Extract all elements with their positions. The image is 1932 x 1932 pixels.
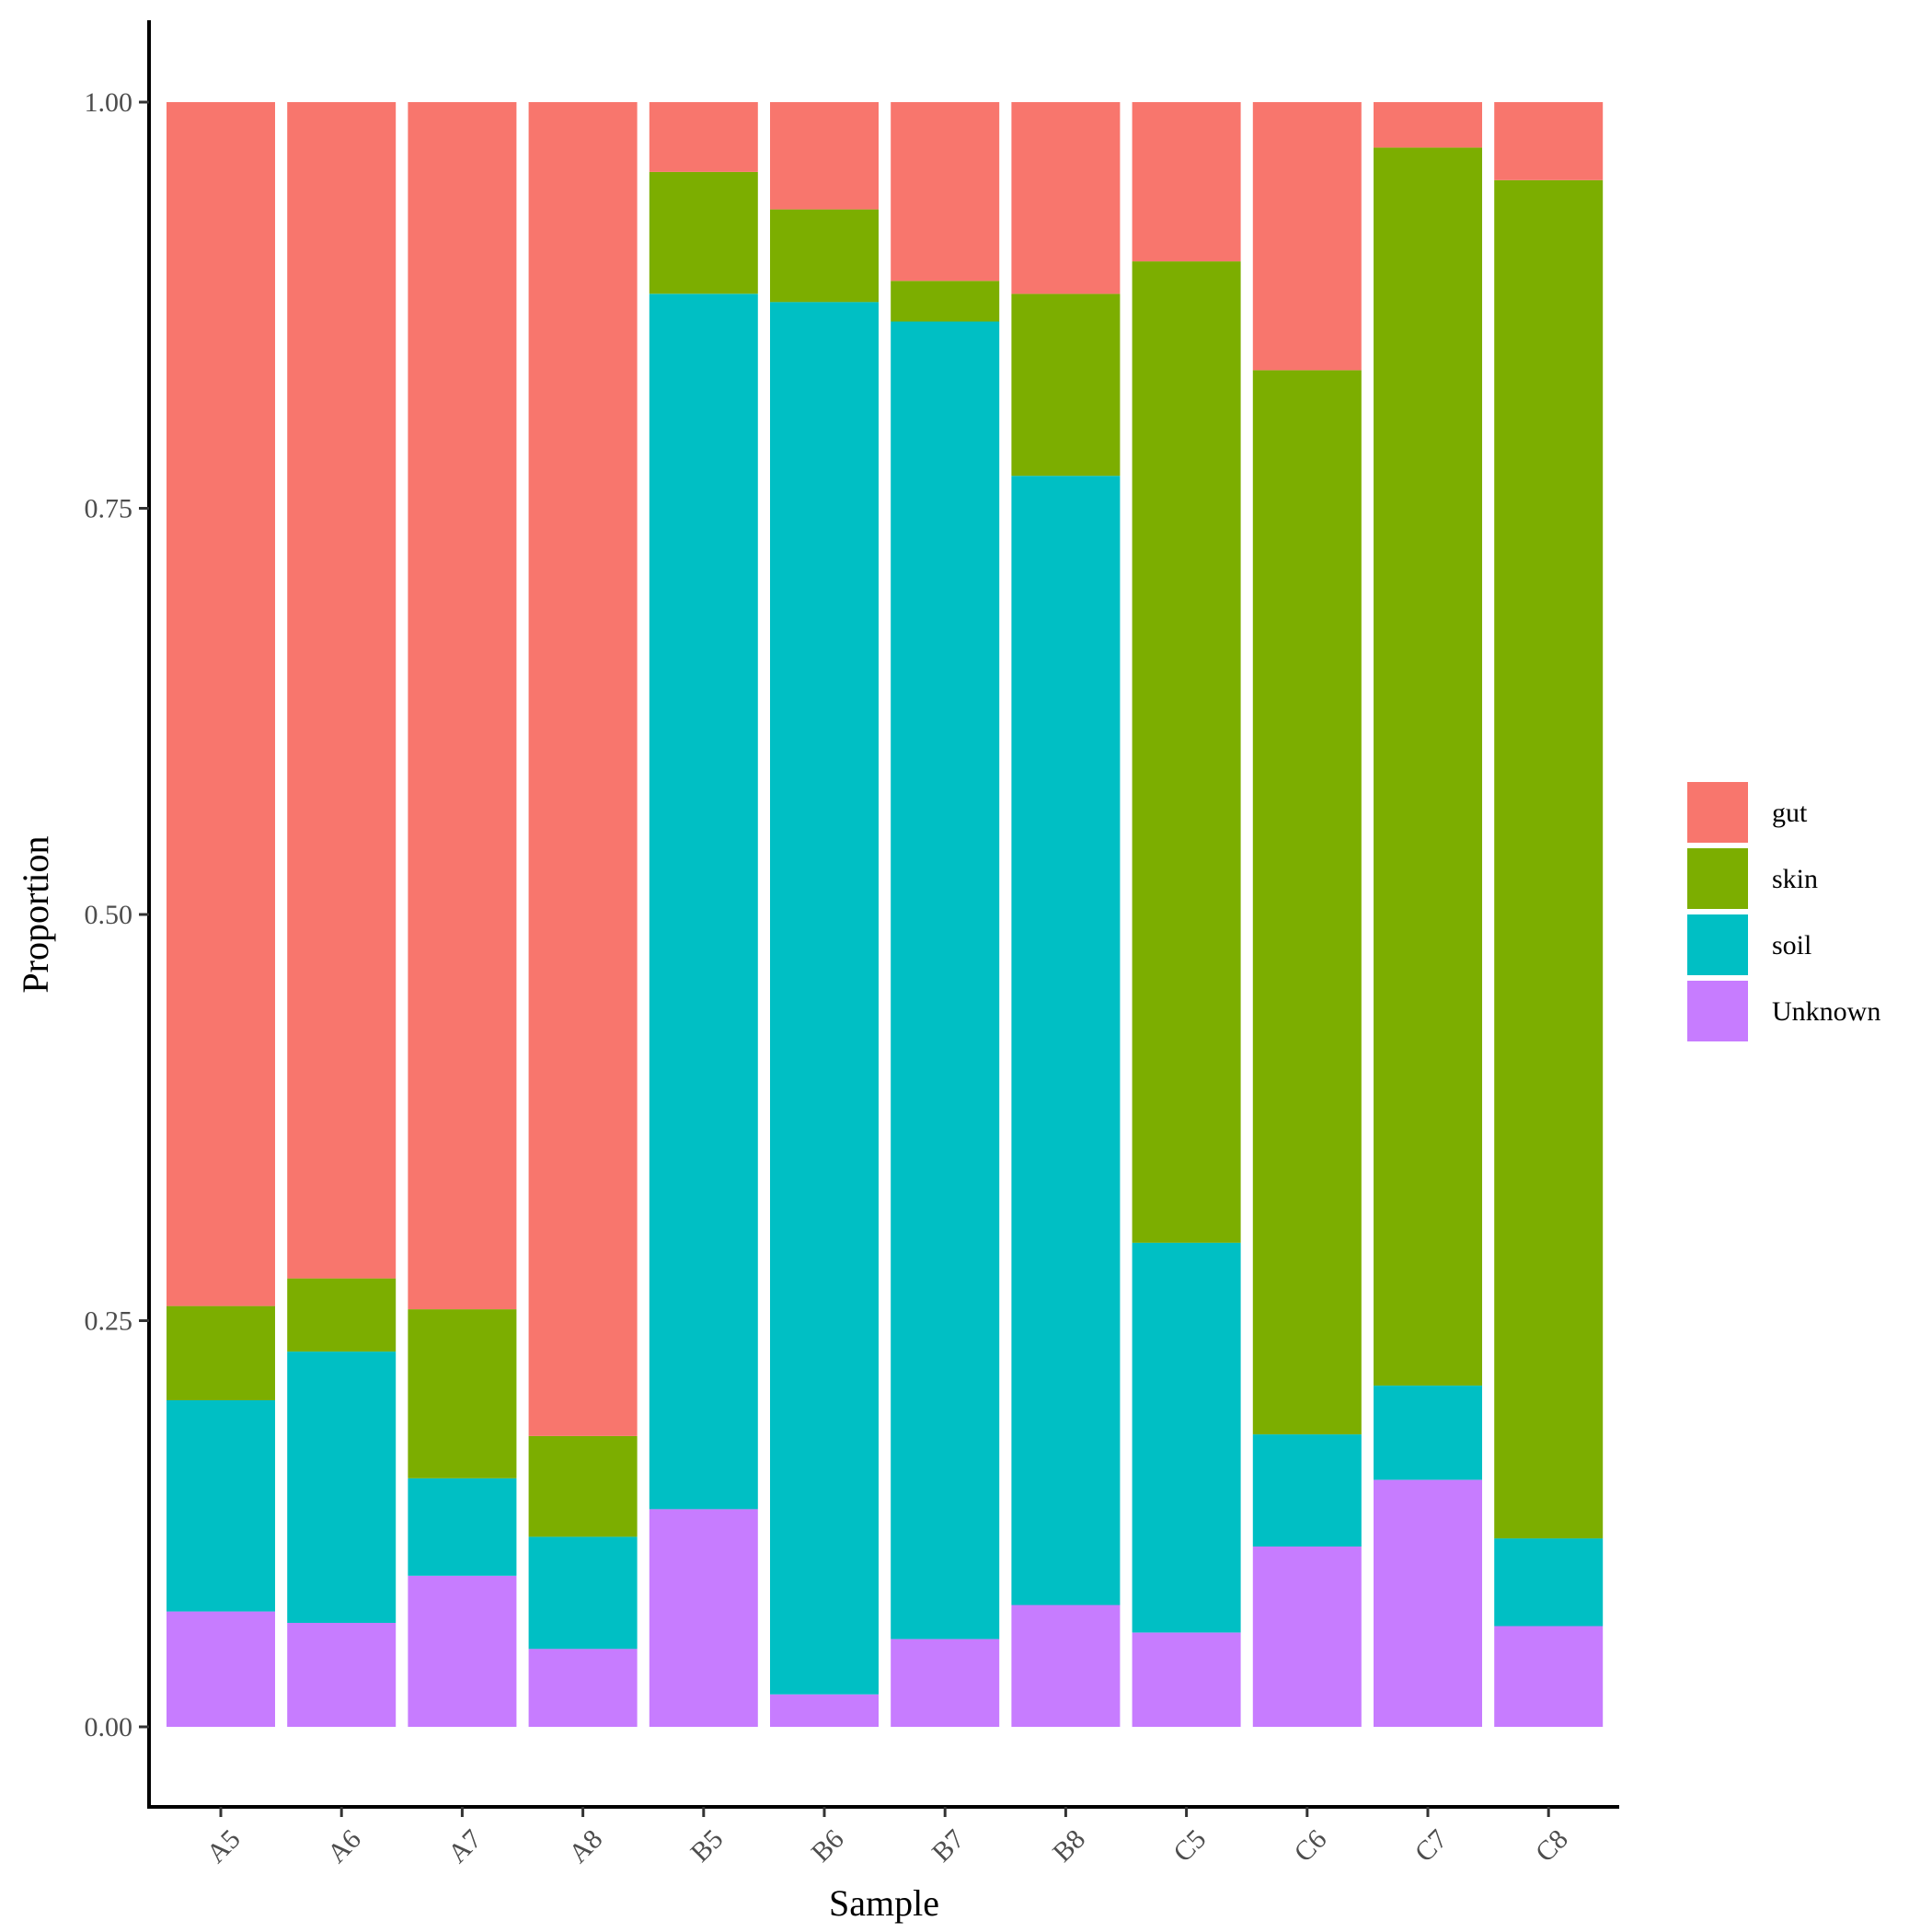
legend-key-unknown <box>1687 981 1748 1041</box>
bar-segment-A8-unknown <box>528 1649 638 1727</box>
bar-segment-A6-unknown <box>287 1623 397 1727</box>
bar-segment-C8-skin <box>1494 179 1604 1539</box>
bar-segment-A6-gut <box>287 102 397 1279</box>
x-tick-label-B5: B5 <box>684 1823 729 1868</box>
bar-segment-C5-unknown <box>1132 1632 1241 1727</box>
bar-segment-A8-skin <box>528 1435 638 1537</box>
bar-segment-B8-unknown <box>1011 1604 1121 1727</box>
legend-label-skin: skin <box>1772 864 1818 894</box>
bar-segment-C8-unknown <box>1494 1626 1604 1727</box>
bar-segment-B6-unknown <box>770 1694 879 1727</box>
bar-segment-B6-gut <box>770 102 879 210</box>
bar-segment-C7-skin <box>1374 147 1482 1386</box>
bar-segment-A6-skin <box>287 1278 397 1352</box>
bar-segment-C6-skin <box>1252 370 1362 1435</box>
bar-segment-A5-unknown <box>167 1611 275 1727</box>
legend: gut skin soil Unknown <box>1687 782 1880 1041</box>
x-tick-label-A6: A6 <box>322 1823 367 1869</box>
bar-segment-C7-unknown <box>1374 1479 1482 1727</box>
bar-segment-C5-soil <box>1132 1242 1241 1633</box>
x-tick-label-A8: A8 <box>563 1823 608 1869</box>
x-tick-label-C8: C8 <box>1530 1823 1574 1868</box>
y-tick-label: 1.00 <box>85 87 133 118</box>
x-tick-label-C7: C7 <box>1409 1823 1454 1868</box>
legend-key-skin <box>1687 848 1748 909</box>
legend-key-soil <box>1687 914 1748 975</box>
x-tick-label-A7: A7 <box>443 1823 488 1869</box>
bar-segment-C6-unknown <box>1252 1547 1362 1727</box>
bar-segment-B7-skin <box>891 281 1000 322</box>
bar-segment-B7-unknown <box>891 1639 1000 1727</box>
bars-layer <box>167 102 1604 1727</box>
bar-segment-C6-gut <box>1252 102 1362 371</box>
bar-segment-B5-gut <box>649 102 758 172</box>
bar-segment-A7-soil <box>408 1478 517 1576</box>
legend-key-gut <box>1687 782 1748 843</box>
bar-segment-A7-unknown <box>408 1575 517 1727</box>
bar-segment-B8-skin <box>1011 293 1121 477</box>
bar-segment-C8-soil <box>1494 1538 1604 1627</box>
bar-segment-B8-gut <box>1011 102 1121 294</box>
bar-segment-B6-soil <box>770 302 879 1695</box>
x-tick-label-C6: C6 <box>1288 1823 1332 1868</box>
bar-segment-A5-soil <box>167 1400 275 1612</box>
x-tick-label-B6: B6 <box>806 1823 850 1868</box>
x-ticks: A5 A6 A7 A8 B5 B6 B7 B8 C5 C6 C7 C8 <box>201 1807 1574 1869</box>
bar-segment-B7-gut <box>891 102 1000 282</box>
x-tick-label-C5: C5 <box>1167 1823 1212 1868</box>
bar-segment-A8-gut <box>528 102 638 1436</box>
legend-label-unknown: Unknown <box>1772 996 1880 1027</box>
bar-segment-C7-gut <box>1374 102 1482 148</box>
x-axis-title: Sample <box>829 1882 939 1924</box>
bar-segment-A5-skin <box>167 1305 275 1400</box>
x-tick-label-B8: B8 <box>1047 1823 1091 1868</box>
x-tick-label-A5: A5 <box>201 1823 246 1869</box>
bar-segment-A7-skin <box>408 1309 517 1478</box>
bar-segment-B8-soil <box>1011 476 1121 1605</box>
bar-segment-B6-skin <box>770 209 879 303</box>
bar-segment-C6-soil <box>1252 1434 1362 1547</box>
bar-segment-A8-soil <box>528 1536 638 1650</box>
y-tick-label: 0.50 <box>85 900 133 930</box>
legend-label-soil: soil <box>1772 930 1811 960</box>
y-tick-label: 0.75 <box>85 494 133 524</box>
y-tick-label: 0.25 <box>85 1306 133 1337</box>
y-ticks: 0.00 0.25 0.50 0.75 1.00 <box>85 87 149 1742</box>
bar-segment-C8-gut <box>1494 102 1604 180</box>
bar-segment-B7-soil <box>891 321 1000 1639</box>
bar-segment-C5-gut <box>1132 102 1241 262</box>
bar-segment-A6-soil <box>287 1351 397 1623</box>
bar-segment-A5-gut <box>167 102 275 1306</box>
bar-segment-B5-unknown <box>649 1509 758 1727</box>
x-tick-label-B7: B7 <box>926 1823 971 1868</box>
bar-segment-C7-soil <box>1374 1386 1482 1480</box>
y-tick-label: 0.00 <box>85 1712 133 1742</box>
bar-segment-B5-soil <box>649 293 758 1510</box>
bar-segment-A7-gut <box>408 102 517 1310</box>
y-axis-title: Proportion <box>15 835 56 993</box>
bar-segment-B5-skin <box>649 171 758 294</box>
bar-segment-C5-skin <box>1132 261 1241 1243</box>
legend-label-gut: gut <box>1772 798 1808 828</box>
